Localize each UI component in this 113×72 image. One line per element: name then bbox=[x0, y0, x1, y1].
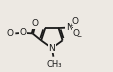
Text: O: O bbox=[19, 28, 26, 37]
Text: −: − bbox=[75, 33, 81, 38]
Text: N: N bbox=[48, 44, 55, 53]
Text: CH₃: CH₃ bbox=[46, 60, 61, 69]
Text: N: N bbox=[65, 23, 72, 32]
Text: O: O bbox=[71, 17, 78, 26]
Text: O: O bbox=[31, 19, 38, 28]
Text: O: O bbox=[7, 29, 14, 38]
Text: +: + bbox=[68, 23, 73, 28]
Text: O: O bbox=[72, 29, 79, 38]
